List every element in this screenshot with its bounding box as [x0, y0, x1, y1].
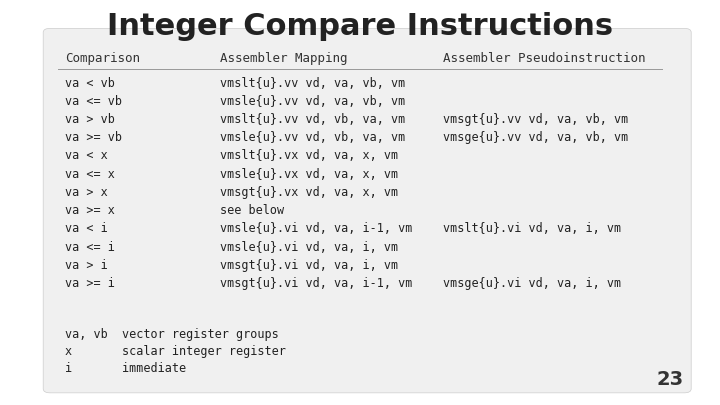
Text: va < x: va < x — [65, 149, 107, 162]
Text: va >= i: va >= i — [65, 277, 114, 290]
Text: va < i: va < i — [65, 222, 107, 235]
Text: i       immediate: i immediate — [65, 362, 186, 375]
Text: vmsle{u}.vi vd, va, i-1, vm: vmsle{u}.vi vd, va, i-1, vm — [220, 222, 412, 235]
Text: vmsge{u}.vv vd, va, vb, vm: vmsge{u}.vv vd, va, vb, vm — [443, 131, 628, 144]
Text: va, vb  vector register groups: va, vb vector register groups — [65, 328, 279, 341]
Text: va > x: va > x — [65, 186, 107, 199]
Text: vmsle{u}.vv vd, va, vb, vm: vmsle{u}.vv vd, va, vb, vm — [220, 95, 405, 108]
Text: Assembler Pseudoinstruction: Assembler Pseudoinstruction — [443, 52, 645, 65]
Text: vmsgt{u}.vv vd, va, vb, vm: vmsgt{u}.vv vd, va, vb, vm — [443, 113, 628, 126]
Text: 23: 23 — [657, 370, 684, 389]
Text: va <= vb: va <= vb — [65, 95, 122, 108]
Text: vmslt{u}.vx vd, va, x, vm: vmslt{u}.vx vd, va, x, vm — [220, 149, 397, 162]
Text: va <= x: va <= x — [65, 168, 114, 181]
Text: vmsgt{u}.vi vd, va, i-1, vm: vmsgt{u}.vi vd, va, i-1, vm — [220, 277, 412, 290]
Text: va > vb: va > vb — [65, 113, 114, 126]
Text: vmsgt{u}.vi vd, va, i, vm: vmsgt{u}.vi vd, va, i, vm — [220, 259, 397, 272]
Text: va <= i: va <= i — [65, 241, 114, 254]
Text: vmslt{u}.vi vd, va, i, vm: vmslt{u}.vi vd, va, i, vm — [443, 222, 621, 235]
Text: Comparison: Comparison — [65, 52, 140, 65]
Text: vmsge{u}.vi vd, va, i, vm: vmsge{u}.vi vd, va, i, vm — [443, 277, 621, 290]
FancyBboxPatch shape — [43, 28, 691, 393]
Text: va >= vb: va >= vb — [65, 131, 122, 144]
Text: va >= x: va >= x — [65, 204, 114, 217]
Text: vmsle{u}.vv vd, vb, va, vm: vmsle{u}.vv vd, vb, va, vm — [220, 131, 405, 144]
Text: x       scalar integer register: x scalar integer register — [65, 345, 286, 358]
Text: see below: see below — [220, 204, 284, 217]
Text: Integer Compare Instructions: Integer Compare Instructions — [107, 12, 613, 41]
Text: vmslt{u}.vv vd, va, vb, vm: vmslt{u}.vv vd, va, vb, vm — [220, 77, 405, 90]
Text: vmsle{u}.vx vd, va, x, vm: vmsle{u}.vx vd, va, x, vm — [220, 168, 397, 181]
Text: vmsgt{u}.vx vd, va, x, vm: vmsgt{u}.vx vd, va, x, vm — [220, 186, 397, 199]
Text: vmslt{u}.vv vd, vb, va, vm: vmslt{u}.vv vd, vb, va, vm — [220, 113, 405, 126]
Text: va < vb: va < vb — [65, 77, 114, 90]
Text: va > i: va > i — [65, 259, 107, 272]
Text: Assembler Mapping: Assembler Mapping — [220, 52, 347, 65]
Text: vmsle{u}.vi vd, va, i, vm: vmsle{u}.vi vd, va, i, vm — [220, 241, 397, 254]
